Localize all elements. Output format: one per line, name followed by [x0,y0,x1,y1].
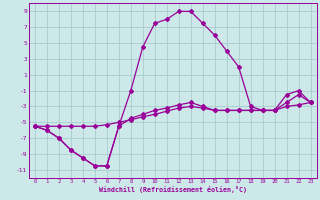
X-axis label: Windchill (Refroidissement éolien,°C): Windchill (Refroidissement éolien,°C) [99,186,247,193]
